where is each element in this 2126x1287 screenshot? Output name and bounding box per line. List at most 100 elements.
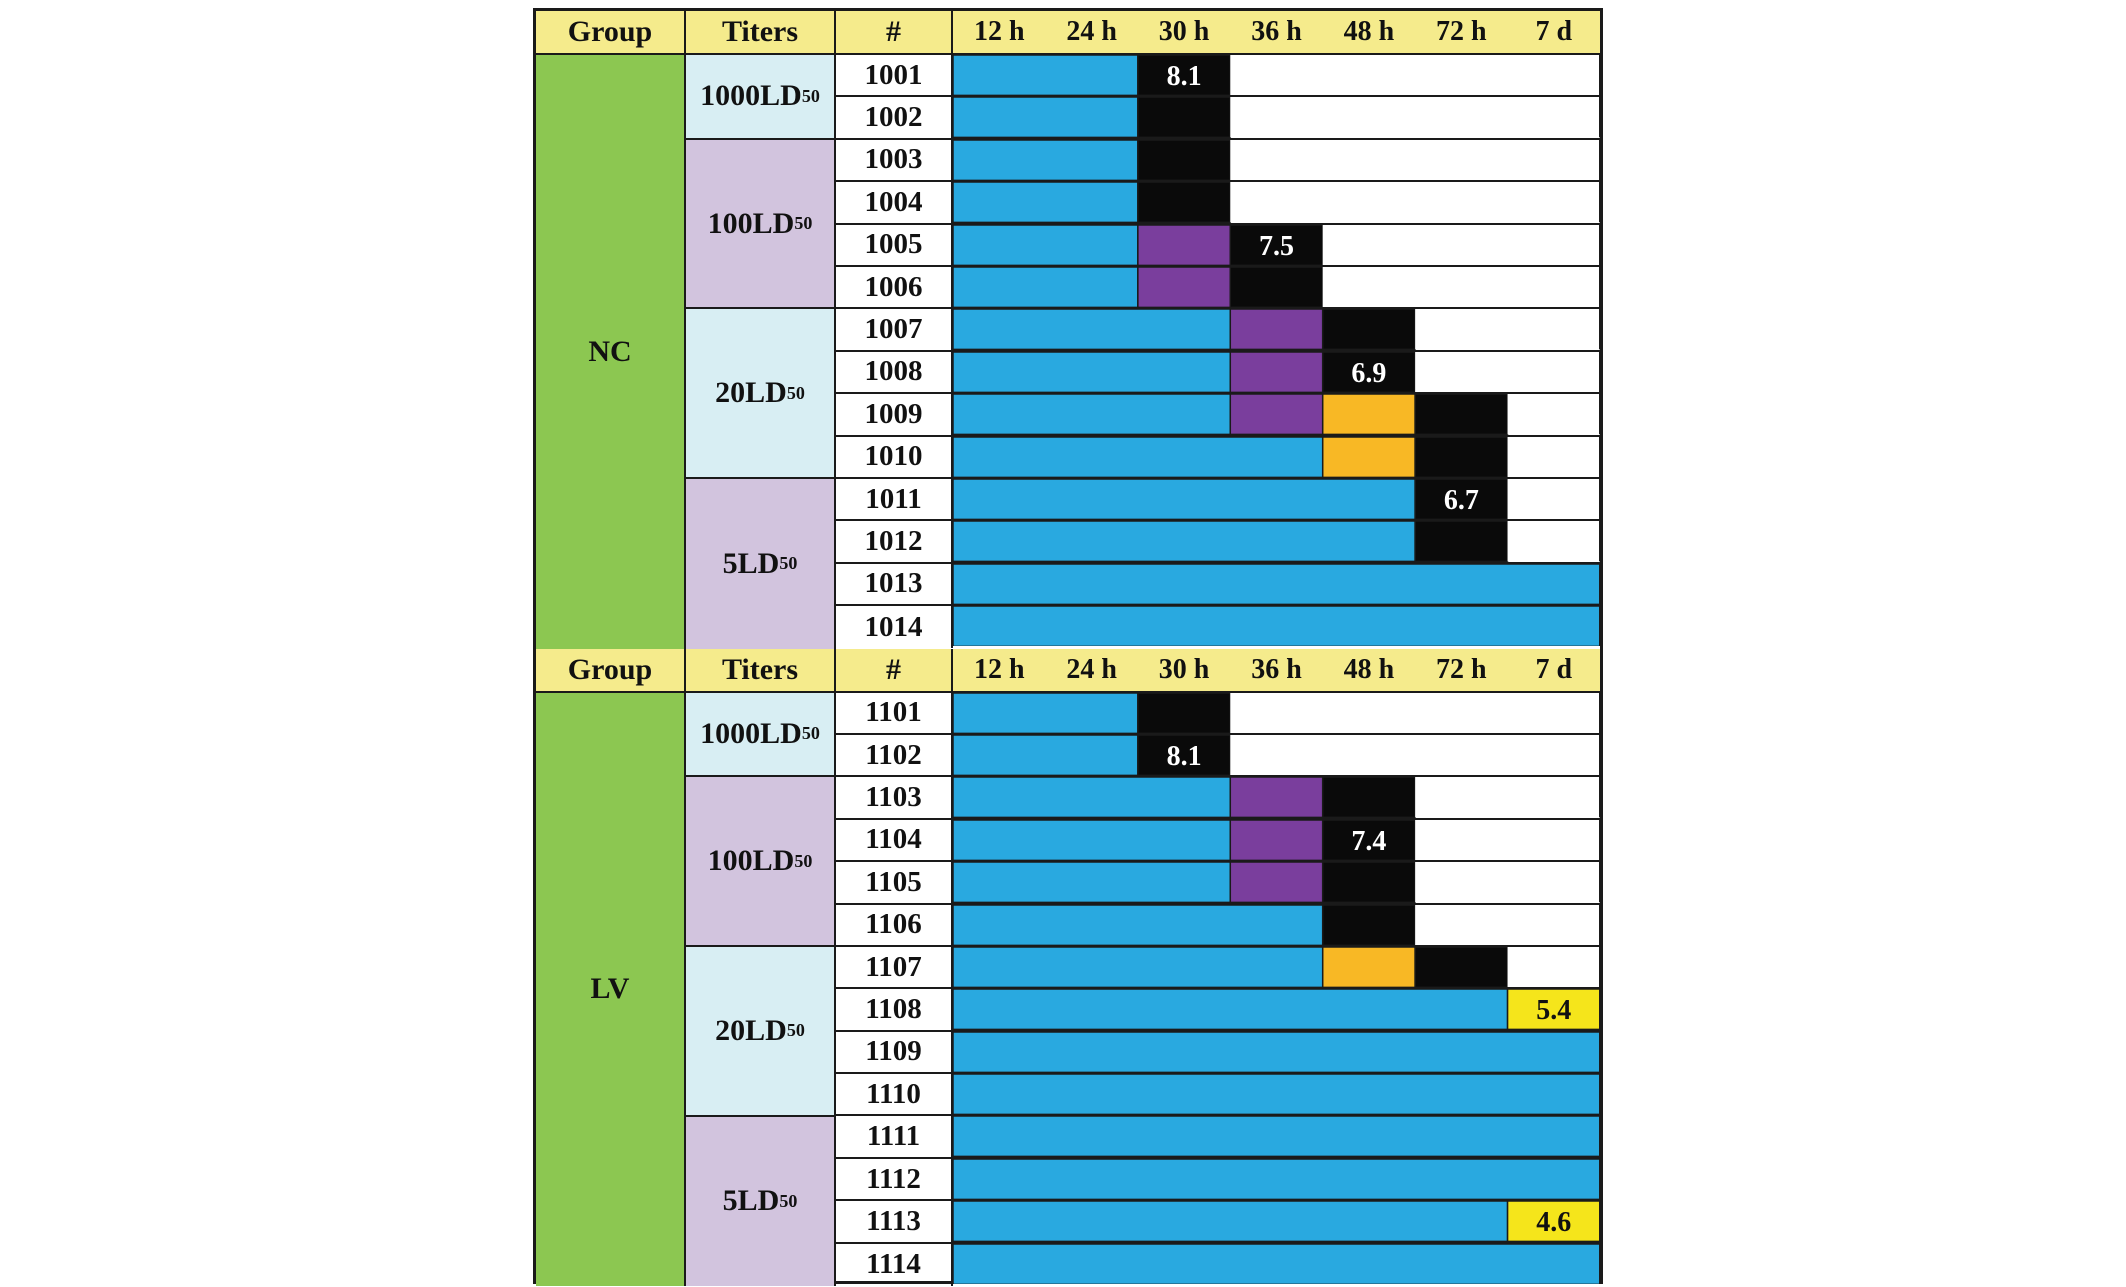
timeline-bar <box>953 862 1600 903</box>
header-time: 12 h <box>973 16 1025 47</box>
bar-segment-healthy <box>953 819 1232 861</box>
timeline-bar <box>953 309 1600 350</box>
timeline-bar: 6.7 <box>953 478 1600 520</box>
titer-value-label: 6.7 <box>1444 485 1479 516</box>
titer-subscript: 50 <box>779 1190 798 1211</box>
bar-segment-dead <box>1414 394 1509 435</box>
header-time: 24 h <box>1066 653 1117 685</box>
bar-segment-empty <box>1507 478 1600 520</box>
timeline-bar <box>953 946 1600 988</box>
table-row: 1104 7.4 <box>836 819 1600 863</box>
group-label: NC <box>536 55 686 649</box>
header-titers: Titers <box>686 648 836 691</box>
bar-segment-healthy <box>953 1074 1600 1115</box>
animal-number: 1011 <box>836 478 953 520</box>
animal-number: 1010 <box>836 436 953 477</box>
titer-text: 20LD <box>715 1013 787 1047</box>
timeline-bar <box>953 1074 1600 1115</box>
animal-number: 1013 <box>836 563 953 605</box>
header-group: Group <box>536 648 686 691</box>
titer-text: 100LD <box>707 844 795 878</box>
bar-segment-healthy <box>953 394 1232 435</box>
bar-segment-dead <box>1321 309 1416 350</box>
titer-label: 1000LD 50 <box>686 55 836 140</box>
titers-column: 1000LD 50 100LD 50 20LD 50 5LD 50 <box>686 692 836 1287</box>
bar-segment-healthy <box>953 139 1139 181</box>
animal-number: 1107 <box>836 946 953 988</box>
titer-subscript: 50 <box>801 85 820 106</box>
header-time: 7 d <box>1535 653 1573 685</box>
titer-text: 100LD <box>707 206 795 240</box>
bar-segment-dead <box>1414 521 1509 562</box>
bar-segment-healthy <box>953 436 1324 477</box>
bar-segment-purple <box>1229 309 1324 350</box>
table-row: 1007 <box>836 309 1600 352</box>
timeline-bar: 4.6 <box>953 1201 1600 1242</box>
bar-segment-dead <box>1321 819 1416 861</box>
header-row: Group Titers #12 h 24 h 30 h 36 h 48 h 72 h 7 d <box>536 11 1600 55</box>
bar-segment-dead <box>1321 351 1416 393</box>
bar-segment-empty <box>1230 55 1600 96</box>
titer-value-label: 7.4 <box>1351 826 1386 857</box>
table-row: 1014 <box>836 606 1600 649</box>
titer-value-label: 8.1 <box>1167 61 1202 92</box>
animal-number: 1005 <box>836 224 953 265</box>
titer-value-label: 4.6 <box>1536 1207 1571 1238</box>
timeline-bar <box>953 436 1600 477</box>
bar-segment-purple <box>1229 819 1324 861</box>
bar-segment-healthy <box>953 563 1600 605</box>
table-row: 1106 <box>836 904 1600 947</box>
bar-segment-healthy <box>953 1031 1600 1073</box>
header-group: Group <box>536 11 686 53</box>
bar-segment-healthy <box>953 777 1232 818</box>
group-label: LV <box>536 692 686 1287</box>
bar-segment-healthy <box>953 55 1139 96</box>
bar-segment-empty <box>1415 904 1600 945</box>
titer-label: 100LD 50 <box>686 777 836 947</box>
titer-value-label: 8.1 <box>1167 741 1202 772</box>
bar-segment-purple <box>1137 266 1232 308</box>
bar-segment-dead <box>1137 97 1232 138</box>
bar-segment-yellow <box>1506 1201 1600 1242</box>
titer-label: 100LD 50 <box>686 139 836 310</box>
bar-segment-purple <box>1229 394 1324 435</box>
timeline-bar <box>953 394 1600 435</box>
header-time: 72 h <box>1436 16 1487 47</box>
header-timepoints: 12 h 24 h 30 h 36 h 48 h 72 h 7 d <box>953 11 1600 53</box>
bar-segment-healthy <box>953 224 1139 265</box>
bar-segment-dead <box>1229 224 1324 265</box>
table-row: 1003 <box>836 139 1600 183</box>
bar-segment-healthy <box>953 1243 1600 1285</box>
bar-segment-healthy <box>953 946 1324 988</box>
rows-column: 1001 8.1 1002 1003 1004 1005 7.5 1006 1007 1008 6.… <box>836 55 1600 649</box>
animal-number: 1007 <box>836 309 953 350</box>
titers-column: 1000LD 50 100LD 50 20LD 50 5LD 50 <box>686 55 836 649</box>
bar-segment-empty <box>1415 351 1600 393</box>
titer-label: 5LD 50 <box>686 1116 836 1287</box>
bar-segment-dead <box>1137 182 1232 223</box>
timeline-bar: 6.9 <box>953 351 1600 393</box>
header-time: 30 h <box>1158 16 1210 47</box>
header-time: 36 h <box>1251 653 1302 685</box>
animal-number: 1103 <box>836 777 953 818</box>
table-row: 1103 <box>836 777 1600 820</box>
table-row: 1107 <box>836 946 1600 990</box>
table-row: 1110 <box>836 1074 1600 1117</box>
timeline-bar: 8.1 <box>953 55 1600 96</box>
bar-segment-healthy <box>953 351 1232 393</box>
bar-segment-purple <box>1137 224 1232 265</box>
table-row: 1101 <box>836 692 1600 735</box>
bar-segment-healthy <box>953 521 1416 562</box>
header-time: 7 d <box>1535 16 1573 47</box>
bar-segment-empty <box>1230 139 1600 181</box>
bar-segment-purple <box>1229 351 1324 393</box>
table-row: 1105 <box>836 862 1600 905</box>
animal-number: 1004 <box>836 182 953 223</box>
animal-number: 1012 <box>836 521 953 562</box>
bar-segment-healthy <box>953 478 1416 520</box>
bar-segment-dead <box>1137 55 1232 96</box>
animal-number: 1105 <box>836 862 953 903</box>
bar-segment-empty <box>1507 436 1600 477</box>
titer-subscript: 50 <box>786 382 805 403</box>
